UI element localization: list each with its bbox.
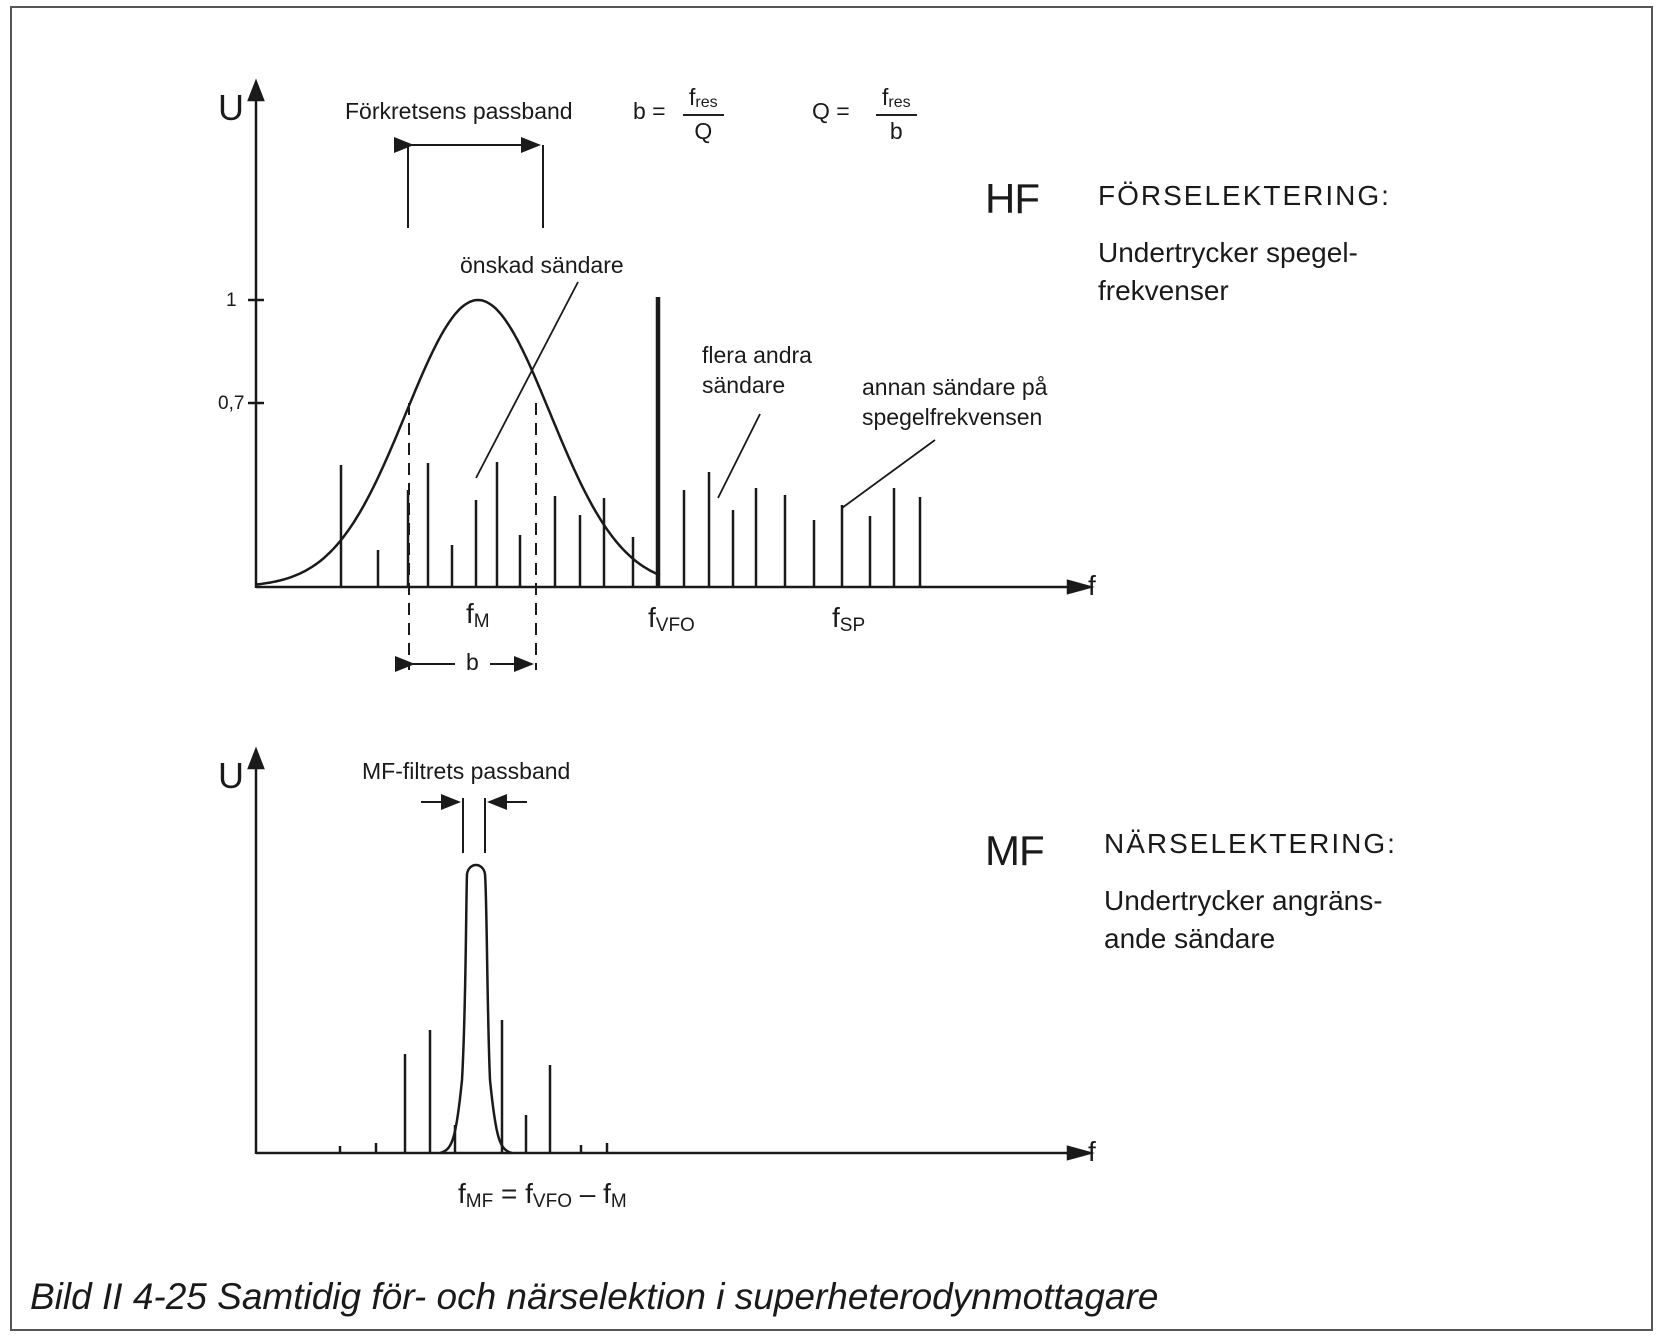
hf-section-tag: HF	[985, 178, 1039, 220]
bottom-y-axis-arrow	[249, 750, 263, 768]
f-sp-label: fSP	[832, 604, 865, 635]
formula-q-fraction: fres b	[876, 84, 917, 145]
top-y-axis-label: U	[218, 90, 244, 126]
annotation-others-line1: flera andra	[702, 344, 812, 367]
top-y-axis-arrow	[249, 82, 263, 100]
preselector-response-curve	[256, 300, 660, 585]
hf-section-desc-line1: Undertrycker spegel-	[1098, 234, 1358, 272]
annotation-wanted: önskad sändare	[460, 254, 624, 277]
annotation-image-line2: spegelfrekvensen	[862, 406, 1042, 429]
figure-caption: Bild II 4-25 Samtidig för- och närselekt…	[30, 1278, 1158, 1315]
formula-b-lhs: b =	[633, 100, 666, 123]
bottom-signals	[340, 1020, 607, 1153]
mf-section-heading: NÄRSELEKTERING:	[1104, 830, 1397, 858]
tick-label-1: 1	[226, 291, 237, 310]
top-x-axis-arrow	[1068, 581, 1090, 593]
bottom-x-axis-arrow	[1068, 1147, 1090, 1159]
mf-section-desc-line1: Undertrycker angräns-	[1104, 882, 1383, 920]
top-axes	[248, 82, 1090, 593]
passband-label: Förkretsens passband	[345, 100, 573, 123]
bottom-x-axis-label: f	[1088, 1138, 1096, 1166]
mf-section-desc-line2: ande sändare	[1104, 920, 1275, 958]
tick-label-07: 0,7	[218, 394, 244, 413]
bottom-y-axis-label: U	[218, 758, 244, 794]
bandwidth-b-label: b	[466, 651, 479, 674]
annotation-others-line2: sändare	[702, 374, 785, 397]
formula-q-lhs: Q =	[812, 100, 850, 123]
f-m-label: fM	[466, 600, 490, 631]
formula-b-fraction: fres Q	[683, 84, 724, 145]
annotation-image-line1: annan sändare på	[862, 376, 1047, 399]
mf-passband-label: MF-filtrets passband	[362, 760, 570, 783]
hf-section-heading: FÖRSELEKTERING:	[1098, 182, 1391, 210]
hf-section-desc-line2: frekvenser	[1098, 272, 1229, 310]
top-signals	[341, 297, 920, 587]
bottom-axes	[249, 750, 1090, 1159]
if-formula: fMF = fVFO – fM	[458, 1180, 627, 1211]
mf-passband-bracket	[421, 798, 527, 853]
leader-wanted	[476, 282, 578, 478]
top-x-axis-label: f	[1088, 572, 1096, 600]
passband-bracket	[408, 145, 543, 228]
leader-others	[718, 414, 760, 498]
mf-section-tag: MF	[985, 830, 1044, 872]
f-vfo-label: fVFO	[648, 604, 695, 635]
